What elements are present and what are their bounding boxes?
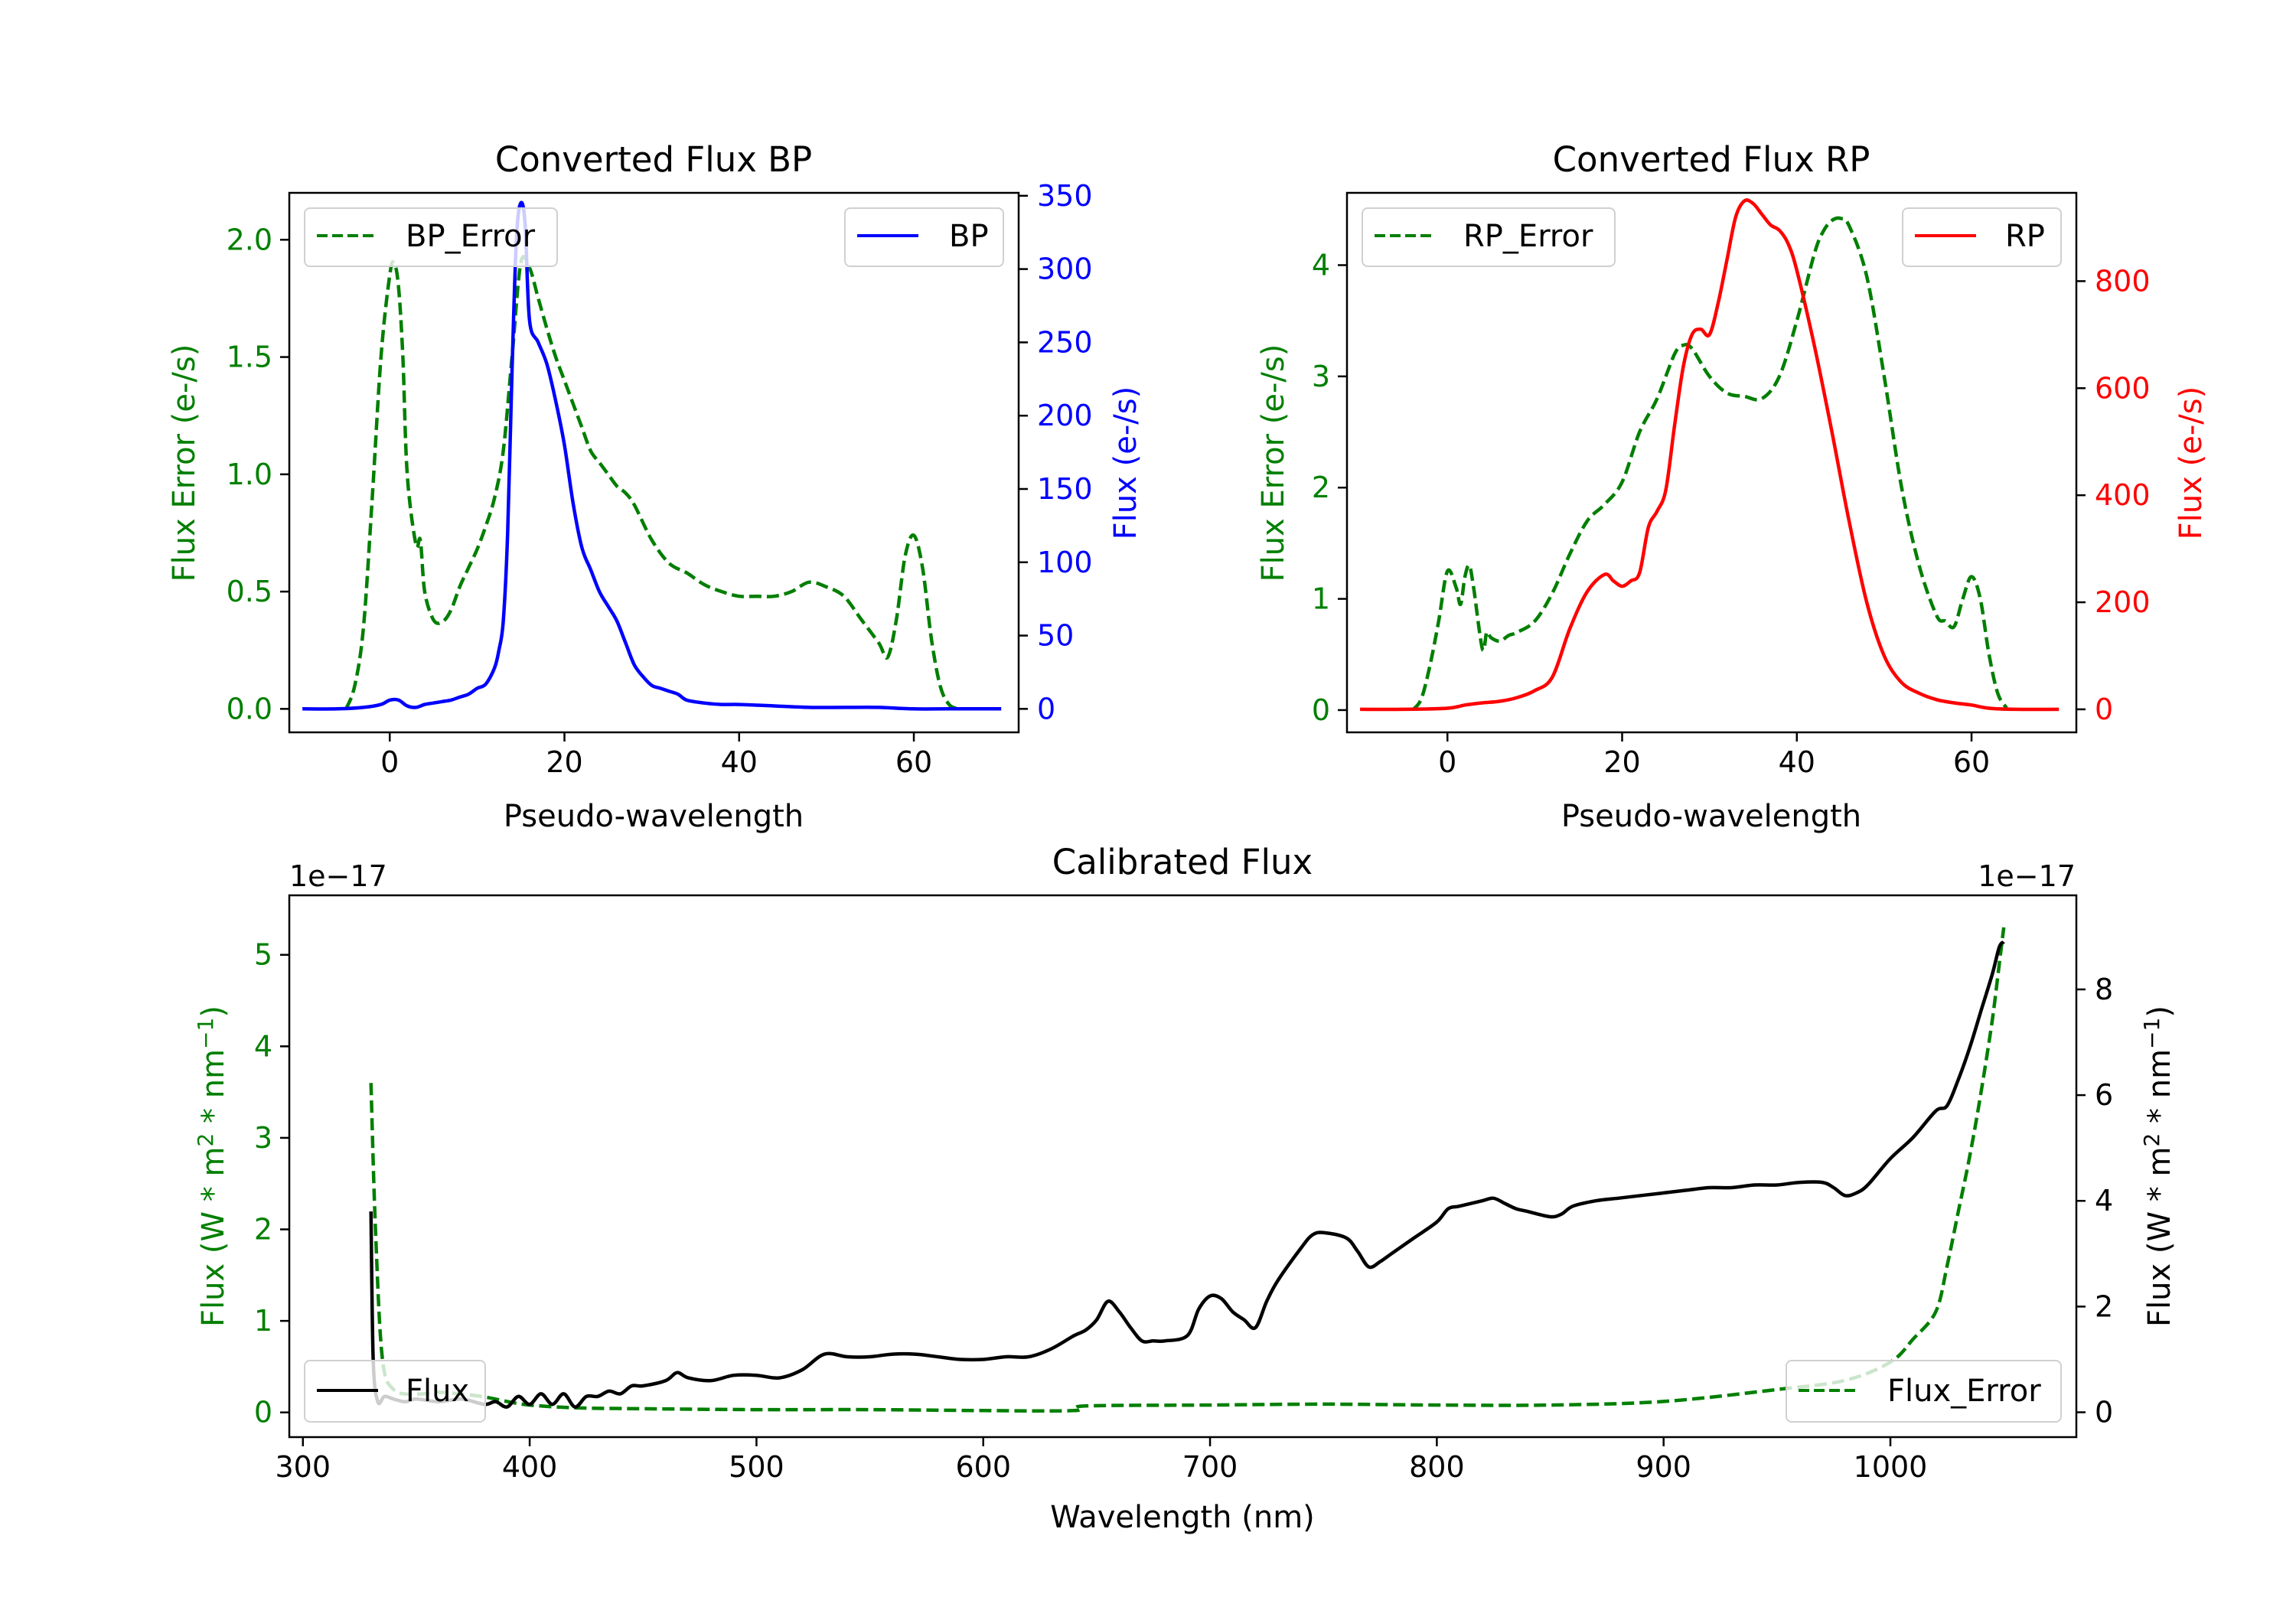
bp-ytick-right-label-6: 300 [1037,253,1093,286]
bp-ytick-right-label-7: 350 [1037,179,1093,213]
rp-ytick-right-label-3: 600 [2095,371,2151,405]
bp-xtick-label-0: 0 [380,745,399,779]
bp-xtick-label-2: 40 [721,745,758,779]
calibrated-ytick-right-label-1: 2 [2095,1289,2113,1323]
panel-calibrated-flux: Calibrated Flux 1e−17 1e−17 300 400 500 600… [193,842,2177,1535]
rp-ytick-right-label-1: 200 [2095,585,2151,619]
rp-legend-flux-box [1902,207,2062,267]
rp-title: Converted Flux RP [1553,139,1870,180]
bp-legend-error-label: BP_Error [406,219,536,254]
cal-offset-left: 1e−17 [289,859,387,893]
rp-ytick-left-label-4: 4 [1312,248,1330,282]
rp-ylabel-right: Flux (e-/s) [2174,386,2209,539]
calibrated-ytick-left-label-2: 2 [254,1213,272,1247]
bp-ytick-right-label-0: 0 [1037,692,1055,725]
rp-ytick-right-label-0: 0 [2095,693,2113,726]
bp-ylabel-right: Flux (e-/s) [1108,386,1143,539]
rp-xtick-label-1: 20 [1603,745,1640,779]
rp-ytick-left-label-1: 1 [1312,582,1330,616]
bp-legend-flux: BP [844,207,1004,267]
bp-ytick-right-label-1: 50 [1037,619,1074,653]
calibrated-ytick-right-label-0: 0 [2095,1396,2113,1429]
calibrated-ytick-right-label-3: 6 [2095,1078,2113,1112]
cal-offset-right: 1e−17 [1978,859,2076,893]
bp-ytick-right-label-4: 200 [1037,399,1093,432]
bp-series-bp-error [344,255,959,711]
calibrated-xtick-label-4: 700 [1182,1450,1238,1484]
cal-legend-flux-label: Flux [406,1374,469,1409]
rp-legend-flux: RP [1902,207,2062,267]
cal-title: Calibrated Flux [1052,842,1313,882]
bp-ytick-right-label-2: 100 [1037,546,1093,579]
calibrated-ytick-left-label-1: 1 [254,1304,272,1338]
rp-ytick-right-label-2: 400 [2095,478,2151,512]
panel-converted-flux-rp: Converted Flux RP 0 20 40 60012340200400600… [1256,139,2209,834]
cal-legend-flux-box [304,1360,486,1423]
rp-legend-error: RP_Error [1362,207,1616,267]
panel-converted-flux-bp: Converted Flux BP 0 20 40 60 0.0 0.5 1.0 1.5 2.0… [167,139,1143,834]
rp-legend-error-label: RP_Error [1463,219,1593,254]
bp-legend-flux-box [844,207,1004,267]
rp-axes-frame [1345,191,2078,734]
calibrated-ytick-left-label-5: 5 [254,938,272,972]
bp-series-bp [302,200,1002,711]
bp-xtick-label-3: 60 [895,745,932,779]
calibrated-xtick-label-2: 500 [729,1450,784,1484]
cal-legend-error-label: Flux_Error [1887,1374,2041,1409]
calibrated-xtick-label-6: 900 [1636,1450,1691,1484]
bp-plot-area: 0 20 40 60 0.0 0.5 1.0 1.5 2.0 0 50 100 150 200 250 300… [227,179,1093,779]
calibrated-series-flux [369,940,2005,1409]
calibrated-xtick-label-1: 400 [502,1450,558,1484]
cal-axes-frame [288,894,2078,1439]
calibrated-xtick-label-3: 600 [955,1450,1011,1484]
calibrated-ytick-right-label-4: 8 [2095,973,2113,1006]
rp-ylabel-left: Flux Error (e-/s) [1256,344,1291,582]
cal-ylabel-right: Flux (W * m2 * nm−1) [2139,1006,2177,1327]
bp-ytick-left-label-4: 2.0 [227,223,272,256]
rp-xtick-label-3: 60 [1953,745,1990,779]
calibrated-ytick-right-label-2: 4 [2095,1184,2113,1217]
calibrated-ytick-left-label-3: 3 [254,1121,272,1155]
bp-ytick-left-label-0: 0.0 [227,692,272,725]
rp-legend-flux-label: RP [2005,219,2045,254]
cal-plot-area: 300 400 500 600 700 800 900 1000 0 1 2 3 4 5 0 2 4 6 8 [254,927,2113,1484]
bp-ytick-left-label-3: 1.5 [227,341,272,374]
bp-axes-frame [288,191,1020,734]
cal-legend-flux: Flux [304,1360,486,1423]
bp-ylabel-left: Flux Error (e-/s) [167,344,202,582]
rp-legend-error-box [1362,207,1616,267]
rp-xtick-label-0: 0 [1438,745,1456,779]
bp-title: Converted Flux BP [495,139,812,180]
rp-ytick-right-label-4: 800 [2095,264,2151,298]
rp-series-rp-error [1411,216,2008,712]
rp-ytick-left-label-3: 3 [1312,360,1330,393]
bp-xtick-label-1: 20 [546,745,582,779]
calibrated-ytick-left-label-4: 4 [254,1029,272,1063]
bp-legend-error: BP_Error [304,207,558,267]
rp-xlabel: Pseudo-wavelength [1561,799,1861,834]
bp-ytick-left-label-2: 1.0 [227,458,272,491]
bp-xlabel: Pseudo-wavelength [504,799,804,834]
rp-xtick-label-2: 40 [1779,745,1815,779]
calibrated-xtick-label-0: 300 [276,1450,331,1484]
cal-legend-error: Flux_Error [1786,1360,2062,1423]
cal-xlabel: Wavelength (nm) [1050,1500,1315,1535]
bp-legend-flux-label: BP [949,219,989,254]
rp-ytick-left-label-2: 2 [1312,471,1330,504]
calibrated-xtick-label-7: 1000 [1854,1450,1928,1484]
rp-series-rp [1360,198,2060,712]
bp-ytick-right-label-3: 150 [1037,472,1093,506]
rp-ytick-left-label-0: 0 [1312,693,1330,727]
bp-ytick-right-label-5: 250 [1037,325,1093,359]
bp-legend-error-box [304,207,558,267]
cal-legend-error-box [1786,1360,2062,1423]
cal-ylabel-left: Flux (W * m2 * nm−1) [193,1006,231,1327]
calibrated-xtick-label-5: 800 [1409,1450,1465,1484]
calibrated-ytick-left-label-0: 0 [254,1396,272,1429]
bp-ytick-left-label-1: 0.5 [227,575,272,608]
